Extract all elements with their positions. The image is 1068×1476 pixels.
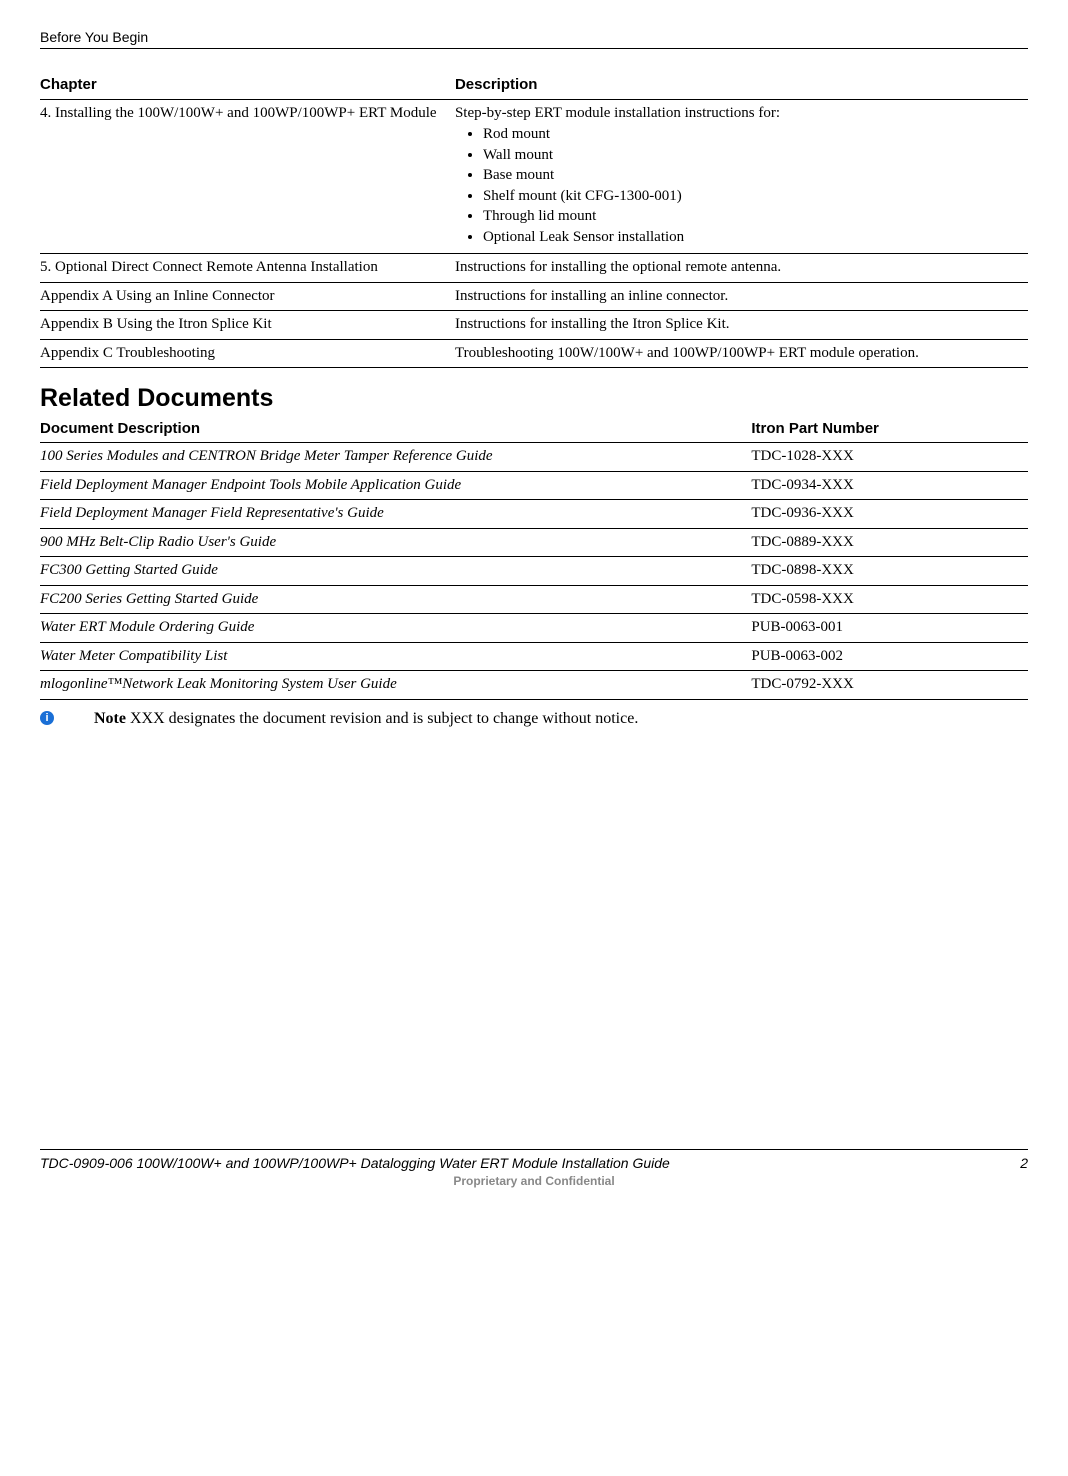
related-documents-table: Document Description Itron Part Number 1… — [40, 415, 1028, 700]
page-footer: TDC-0909-006 100W/100W+ and 100WP/100WP+… — [40, 1149, 1028, 1190]
chapter-cell: 4. Installing the 100W/100W+ and 100WP/1… — [40, 99, 455, 254]
part-number: TDC-1028-XXX — [751, 443, 1028, 472]
table-row: Appendix B Using the Itron Splice Kit In… — [40, 311, 1028, 340]
doc-title: FC200 Series Getting Started Guide — [40, 585, 751, 614]
list-item: Shelf mount (kit CFG-1300-001) — [483, 187, 1024, 207]
chapter-cell: 5. Optional Direct Connect Remote Antenn… — [40, 254, 455, 283]
desc-lead: Step-by-step ERT module installation ins… — [455, 105, 780, 121]
footer-confidential: Proprietary and Confidential — [40, 1174, 1028, 1190]
part-number: PUB-0063-001 — [751, 614, 1028, 643]
chapters-col-description: Description — [455, 71, 1028, 99]
footer-left: TDC-0909-006 100W/100W+ and 100WP/100WP+… — [40, 1154, 670, 1172]
note-body: XXX designates the document revision and… — [126, 710, 638, 727]
footer-page-number: 2 — [1020, 1154, 1028, 1172]
part-number: TDC-0936-XXX — [751, 500, 1028, 529]
doc-title: Water ERT Module Ordering Guide — [40, 614, 751, 643]
docs-col-description: Document Description — [40, 415, 751, 443]
list-item: Wall mount — [483, 146, 1024, 166]
table-row: 900 MHz Belt-Clip Radio User's Guide TDC… — [40, 528, 1028, 557]
part-number: TDC-0934-XXX — [751, 471, 1028, 500]
doc-title: 100 Series Modules and CENTRON Bridge Me… — [40, 443, 751, 472]
table-row: Water ERT Module Ordering Guide PUB-0063… — [40, 614, 1028, 643]
doc-title: Field Deployment Manager Endpoint Tools … — [40, 471, 751, 500]
bullet-list: Rod mount Wall mount Base mount Shelf mo… — [455, 125, 1024, 247]
note-text: Note XXX designates the document revisio… — [94, 708, 638, 730]
table-row: Water Meter Compatibility List PUB-0063-… — [40, 642, 1028, 671]
doc-title: FC300 Getting Started Guide — [40, 557, 751, 586]
part-number: TDC-0792-XXX — [751, 671, 1028, 700]
doc-title: mlogonline™Network Leak Monitoring Syste… — [40, 671, 751, 700]
part-number: TDC-0898-XXX — [751, 557, 1028, 586]
docs-col-partnumber: Itron Part Number — [751, 415, 1028, 443]
note-label: Note — [94, 710, 126, 727]
list-item: Base mount — [483, 166, 1024, 186]
description-cell: Instructions for installing the Itron Sp… — [455, 311, 1028, 340]
chapter-cell: Appendix C Troubleshooting — [40, 339, 455, 368]
chapters-table: Chapter Description 4. Installing the 10… — [40, 71, 1028, 368]
note-block: i Note XXX designates the document revis… — [40, 708, 1028, 730]
description-cell: Instructions for installing the optional… — [455, 254, 1028, 283]
doc-title: Field Deployment Manager Field Represent… — [40, 500, 751, 529]
doc-title: 900 MHz Belt-Clip Radio User's Guide — [40, 528, 751, 557]
description-cell: Step-by-step ERT module installation ins… — [455, 99, 1028, 254]
table-row: 100 Series Modules and CENTRON Bridge Me… — [40, 443, 1028, 472]
table-row: 4. Installing the 100W/100W+ and 100WP/1… — [40, 99, 1028, 254]
chapter-cell: Appendix B Using the Itron Splice Kit — [40, 311, 455, 340]
table-row: Appendix A Using an Inline Connector Ins… — [40, 282, 1028, 311]
table-row: Field Deployment Manager Endpoint Tools … — [40, 471, 1028, 500]
page-header: Before You Begin — [40, 28, 1028, 49]
doc-title: Water Meter Compatibility List — [40, 642, 751, 671]
part-number: TDC-0889-XXX — [751, 528, 1028, 557]
table-row: mlogonline™Network Leak Monitoring Syste… — [40, 671, 1028, 700]
description-cell: Troubleshooting 100W/100W+ and 100WP/100… — [455, 339, 1028, 368]
description-cell: Instructions for installing an inline co… — [455, 282, 1028, 311]
table-row: FC200 Series Getting Started Guide TDC-0… — [40, 585, 1028, 614]
part-number: TDC-0598-XXX — [751, 585, 1028, 614]
chapters-col-chapter: Chapter — [40, 71, 455, 99]
table-row: 5. Optional Direct Connect Remote Antenn… — [40, 254, 1028, 283]
related-documents-heading: Related Documents — [40, 382, 1028, 415]
chapter-cell: Appendix A Using an Inline Connector — [40, 282, 455, 311]
part-number: PUB-0063-002 — [751, 642, 1028, 671]
table-row: Appendix C Troubleshooting Troubleshooti… — [40, 339, 1028, 368]
list-item: Optional Leak Sensor installation — [483, 228, 1024, 248]
list-item: Rod mount — [483, 125, 1024, 145]
table-row: Field Deployment Manager Field Represent… — [40, 500, 1028, 529]
table-row: FC300 Getting Started Guide TDC-0898-XXX — [40, 557, 1028, 586]
info-icon: i — [40, 711, 54, 725]
list-item: Through lid mount — [483, 207, 1024, 227]
